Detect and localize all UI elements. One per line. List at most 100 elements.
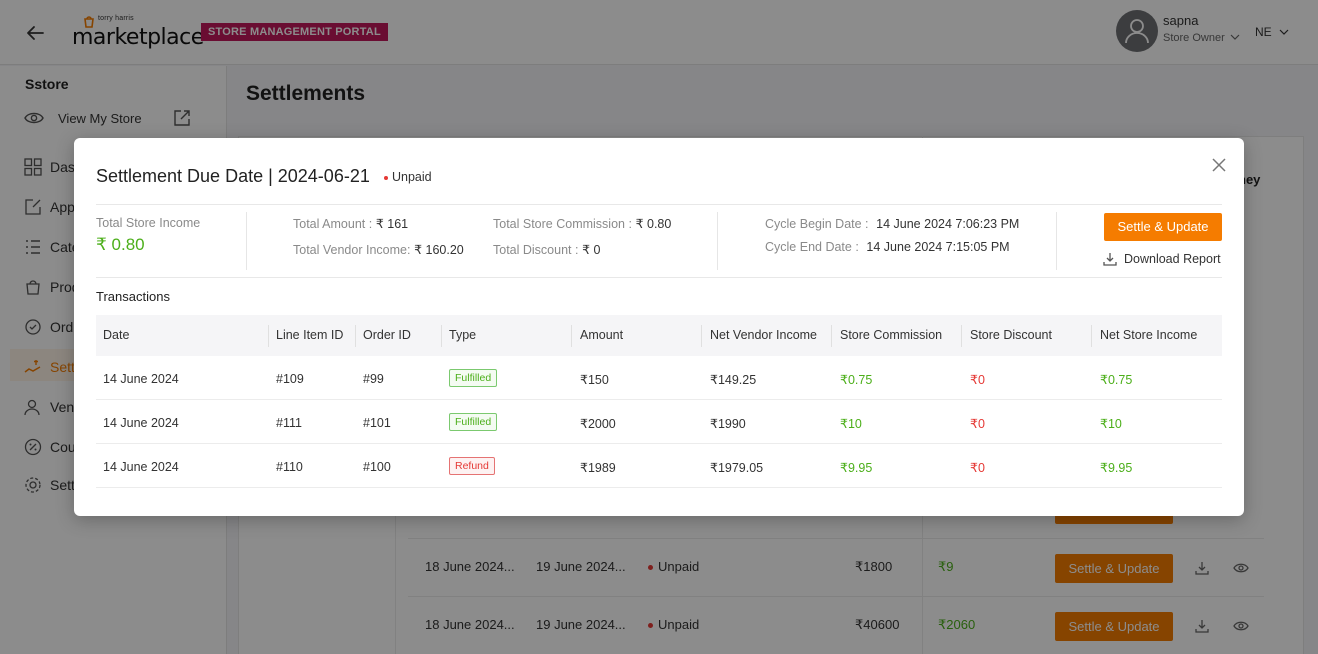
sidebar-item-products[interactable]: Prod [24,276,224,300]
sidebar-item-categories[interactable]: Cate [24,236,224,260]
column-header-type: Type [449,328,477,342]
amount-cell: ₹1800 [855,559,893,574]
divider [96,277,1222,278]
cycle-end-cell: 19 June 2024... [536,617,626,632]
net-vendor-income-cell: ₹1990 [710,417,746,431]
column-separator [1091,325,1092,347]
products-icon [26,280,40,295]
sidebar-item-orders[interactable]: Ord [24,316,224,340]
coupons-icon [24,438,42,456]
column-header-amount: Amount [580,328,624,342]
order-id-cell: #100 [363,460,391,474]
column-separator [441,325,442,347]
marketplace-logo[interactable]: torry harris marketplace [70,14,204,54]
total-vendor-income-label: Total Vendor Income: [293,243,411,257]
type-badge: Fulfilled [449,413,498,431]
sidebar-item-coupons[interactable]: Cou [24,436,224,460]
total-store-income-value: ₹ 0.80 [96,235,145,254]
column-header-store-discount: Store Discount [970,328,1052,342]
orders-icon [25,319,41,335]
total-amount-value: ₹ 161 [375,217,409,231]
categories-icon [26,240,40,254]
status-dot [384,175,388,180]
sidebar-item-label: Prod [50,279,80,295]
user-name: sapna [1163,13,1199,28]
user-icon [1125,19,1149,44]
line-item-id-cell: #109 [276,372,304,386]
sidebar-item-label: App [50,199,75,215]
external-link-icon[interactable] [172,108,192,128]
total-discount: Total Discount : ₹ 0 [493,242,600,257]
eye-icon[interactable] [1233,562,1249,574]
amount-cell: ₹40600 [855,617,900,632]
sidebar-item-vendors[interactable]: Ven [24,396,224,420]
download-icon[interactable] [1195,561,1209,575]
gear-icon [25,477,41,493]
download-report-link[interactable]: Download Report [1103,250,1225,268]
column-header-order-id: Order ID [363,328,411,342]
line-item-id-cell: #110 [276,460,303,474]
net-store-income-cell: ₹9.95 [1100,461,1133,475]
settle-update-button[interactable]: Settle & Update [1055,554,1173,583]
sidebar-item-apps[interactable]: App [24,196,224,220]
column-separator [831,325,832,347]
cycle-end-label: Cycle End Date : [765,240,859,254]
cycle-begin-cell: 18 June 2024... [425,559,515,574]
total-discount-value: ₹ 0 [582,243,601,257]
date-cell: 14 June 2024 [103,416,179,430]
transactions-title: Transactions [96,289,170,304]
store-discount-cell: ₹0 [970,417,985,431]
status-label: Unpaid [658,559,700,574]
sidebar-item-dashboard[interactable]: Das [24,156,224,180]
sidebar-item-settlements[interactable]: Sett [24,356,224,380]
amount-cell: ₹2000 [580,417,616,431]
net-vendor-income-cell: ₹149.25 [710,373,757,387]
avatar[interactable] [1116,10,1158,52]
sidebar-item-settings[interactable]: Sett [24,474,224,498]
language-label: NE [1255,25,1272,39]
column-header-net-store-income: Net Store Income [1100,328,1198,342]
download-icon [1103,253,1117,266]
commission-cell: ₹2060 [938,617,976,632]
vendors-icon [24,399,40,416]
total-vendor-income: Total Vendor Income: ₹ 160.20 [293,242,464,257]
total-amount: Total Amount : ₹ 161 [293,216,408,231]
portal-badge: STORE MANAGEMENT PORTAL [201,23,388,41]
store-discount-cell: ₹0 [970,373,985,387]
store-commission-cell: ₹10 [840,417,862,431]
column-separator [268,325,269,347]
type-badge: Refund [449,457,495,475]
cycle-end-date: Cycle End Date : 14 June 2024 7:15:05 PM [765,239,1010,254]
cycle-end-value: 14 June 2024 7:15:05 PM [866,240,1010,254]
settle-update-button[interactable]: Settle & Update [1104,213,1222,241]
total-store-commission-value: ₹ 0.80 [635,217,672,231]
status-cell: Unpaid [648,617,699,632]
language-selector[interactable]: NE [1255,25,1289,39]
commission-cell: ₹9 [938,559,954,574]
user-role-label: Store Owner [1163,32,1225,44]
apps-icon [25,199,41,215]
logo-bag-icon [84,16,94,28]
settle-update-button[interactable]: Settle & Update [1055,612,1173,641]
logo-text: marketplace [72,25,204,50]
chevron-down-icon [1230,34,1240,40]
cycle-begin-cell: 18 June 2024... [425,617,515,632]
type-badge: Fulfilled [449,369,498,387]
total-store-income-label: Total Store Income [96,216,201,230]
table-row: 18 June 2024... 19 June 2024... Unpaid ₹… [408,596,1264,654]
status-dot [648,565,653,571]
eye-icon[interactable] [1233,620,1249,632]
total-amount-label: Total Amount : [293,217,373,231]
view-my-store-link[interactable]: View My Store [24,108,194,130]
column-header-date: Date [103,328,130,342]
store-discount-cell: ₹0 [970,461,985,475]
close-icon[interactable] [1210,156,1228,174]
page-title: Settlements [246,82,366,105]
status-cell: Unpaid [648,559,699,574]
download-icon[interactable] [1195,619,1209,633]
sidebar-item-label: Cou [50,439,76,455]
user-role[interactable]: Store Owner [1163,32,1240,44]
divider [246,212,247,270]
back-arrow-icon[interactable] [24,22,46,44]
cycle-begin-label: Cycle Begin Date : [765,217,869,231]
